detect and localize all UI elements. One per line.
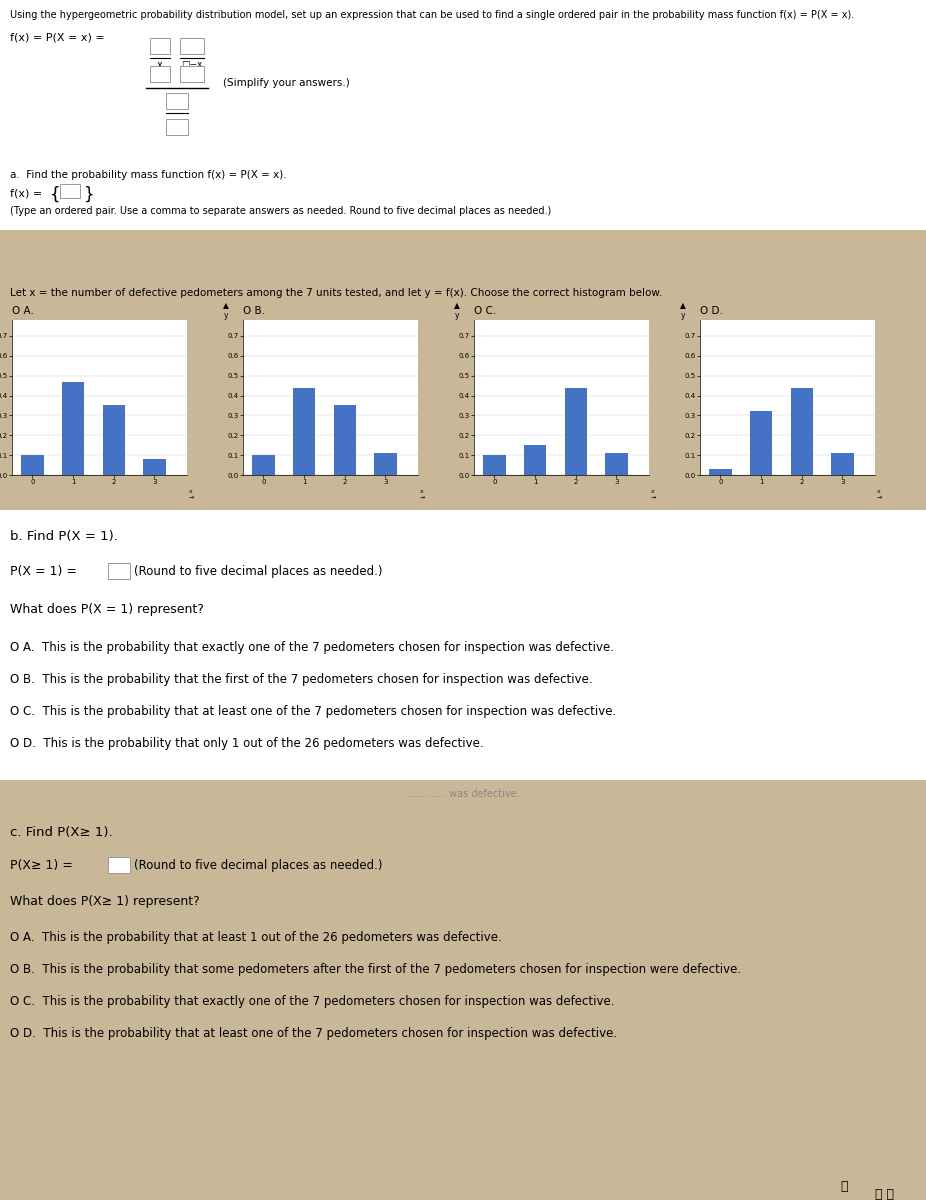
Text: What does P(X≥ 1) represent?: What does P(X≥ 1) represent?: [10, 895, 200, 908]
Bar: [0, 808, 926, 1098]
Text: {: {: [50, 186, 60, 204]
Bar: [832, 454, 854, 475]
Text: Let x = the number of defective pedometers among the 7 units tested, and let y =: Let x = the number of defective pedomete…: [10, 288, 662, 298]
Bar: [0, 280, 926, 510]
Text: P(X≥ 1) =: P(X≥ 1) =: [10, 859, 73, 872]
Text: b. Find P(X = 1).: b. Find P(X = 1).: [10, 530, 118, 542]
Text: O C.: O C.: [474, 306, 496, 316]
Text: (Simplify your answers.): (Simplify your answers.): [223, 78, 350, 88]
Text: O A.: O A.: [12, 306, 34, 316]
Bar: [524, 445, 546, 475]
Text: O C.  This is the probability that exactly one of the 7 pedometers chosen for in: O C. This is the probability that exactl…: [10, 995, 615, 1008]
Bar: [0, 230, 926, 280]
Bar: [0, 510, 926, 780]
Bar: [108, 563, 130, 578]
Text: (Round to five decimal places as needed.): (Round to five decimal places as needed.…: [134, 565, 382, 578]
Text: は: は: [840, 1180, 847, 1193]
Text: O A.  This is the probability that exactly one of the 7 pedometers chosen for in: O A. This is the probability that exactl…: [10, 641, 614, 654]
Text: x
→: x →: [650, 488, 656, 499]
Text: (Type an ordered pair. Use a comma to separate answers as needed. Round to five : (Type an ordered pair. Use a comma to se…: [10, 206, 551, 216]
Bar: [21, 455, 44, 475]
Bar: [0, 0, 926, 230]
Text: What does P(X = 1) represent?: What does P(X = 1) represent?: [10, 602, 204, 616]
Text: O B.  This is the probability that some pedometers after the first of the 7 pedo: O B. This is the probability that some p…: [10, 962, 741, 976]
Bar: [62, 382, 84, 475]
Bar: [293, 388, 315, 475]
Text: O A.  This is the probability that at least 1 out of the 26 pedometers was defec: O A. This is the probability that at lea…: [10, 931, 502, 944]
Text: (Round to five decimal places as needed.): (Round to five decimal places as needed.…: [134, 859, 382, 872]
Bar: [791, 388, 813, 475]
Text: P(X = 1) =: P(X = 1) =: [10, 565, 77, 578]
Bar: [180, 38, 204, 54]
Bar: [180, 66, 204, 82]
Text: O D.  This is the probability that at least one of the 7 pedometers chosen for i: O D. This is the probability that at lea…: [10, 1027, 617, 1040]
Bar: [0, 1098, 926, 1200]
Bar: [606, 454, 628, 475]
Text: O D.  This is the probability that only 1 out of the 26 pedometers was defective: O D. This is the probability that only 1…: [10, 737, 483, 750]
Y-axis label: ▲
y: ▲ y: [223, 301, 229, 320]
Text: f(x) = P(X = x) =: f(x) = P(X = x) =: [10, 32, 105, 42]
Y-axis label: ▲
y: ▲ y: [455, 301, 460, 320]
Text: a.  Find the probability mass function f(x) = P(X = x).: a. Find the probability mass function f(…: [10, 170, 287, 180]
Bar: [150, 66, 170, 82]
Text: x: x: [157, 60, 163, 70]
Bar: [108, 857, 130, 874]
Text: O C.  This is the probability that at least one of the 7 pedometers chosen for i: O C. This is the probability that at lea…: [10, 704, 616, 718]
Text: x
→: x →: [189, 488, 194, 499]
Text: O B.: O B.: [243, 306, 265, 316]
Bar: [0, 780, 926, 808]
Text: Using the hypergeometric probability distribution model, set up an expression th: Using the hypergeometric probability dis…: [10, 10, 855, 20]
Bar: [709, 469, 732, 475]
Text: x
→: x →: [419, 488, 425, 499]
Text: x
→: x →: [876, 488, 882, 499]
Bar: [750, 412, 772, 475]
Bar: [483, 455, 506, 475]
Bar: [374, 454, 396, 475]
Text: ま 。: ま 。: [875, 1188, 894, 1200]
Bar: [103, 406, 125, 475]
Text: f(x) =: f(x) =: [10, 188, 45, 198]
Bar: [60, 184, 80, 198]
Bar: [333, 406, 356, 475]
Bar: [565, 388, 587, 475]
Text: }: }: [84, 186, 94, 204]
Text: c. Find P(X≥ 1).: c. Find P(X≥ 1).: [10, 826, 113, 839]
Bar: [150, 38, 170, 54]
Bar: [144, 460, 166, 475]
Text: O D.: O D.: [700, 306, 723, 316]
Text: □−x: □−x: [181, 60, 203, 68]
Text: O B.  This is the probability that the first of the 7 pedometers chosen for insp: O B. This is the probability that the fi…: [10, 673, 593, 686]
Y-axis label: ▲
y: ▲ y: [681, 301, 686, 320]
Bar: [166, 119, 188, 134]
Text: ............. was defective.: ............. was defective.: [407, 790, 519, 799]
Bar: [166, 92, 188, 109]
Bar: [252, 455, 274, 475]
